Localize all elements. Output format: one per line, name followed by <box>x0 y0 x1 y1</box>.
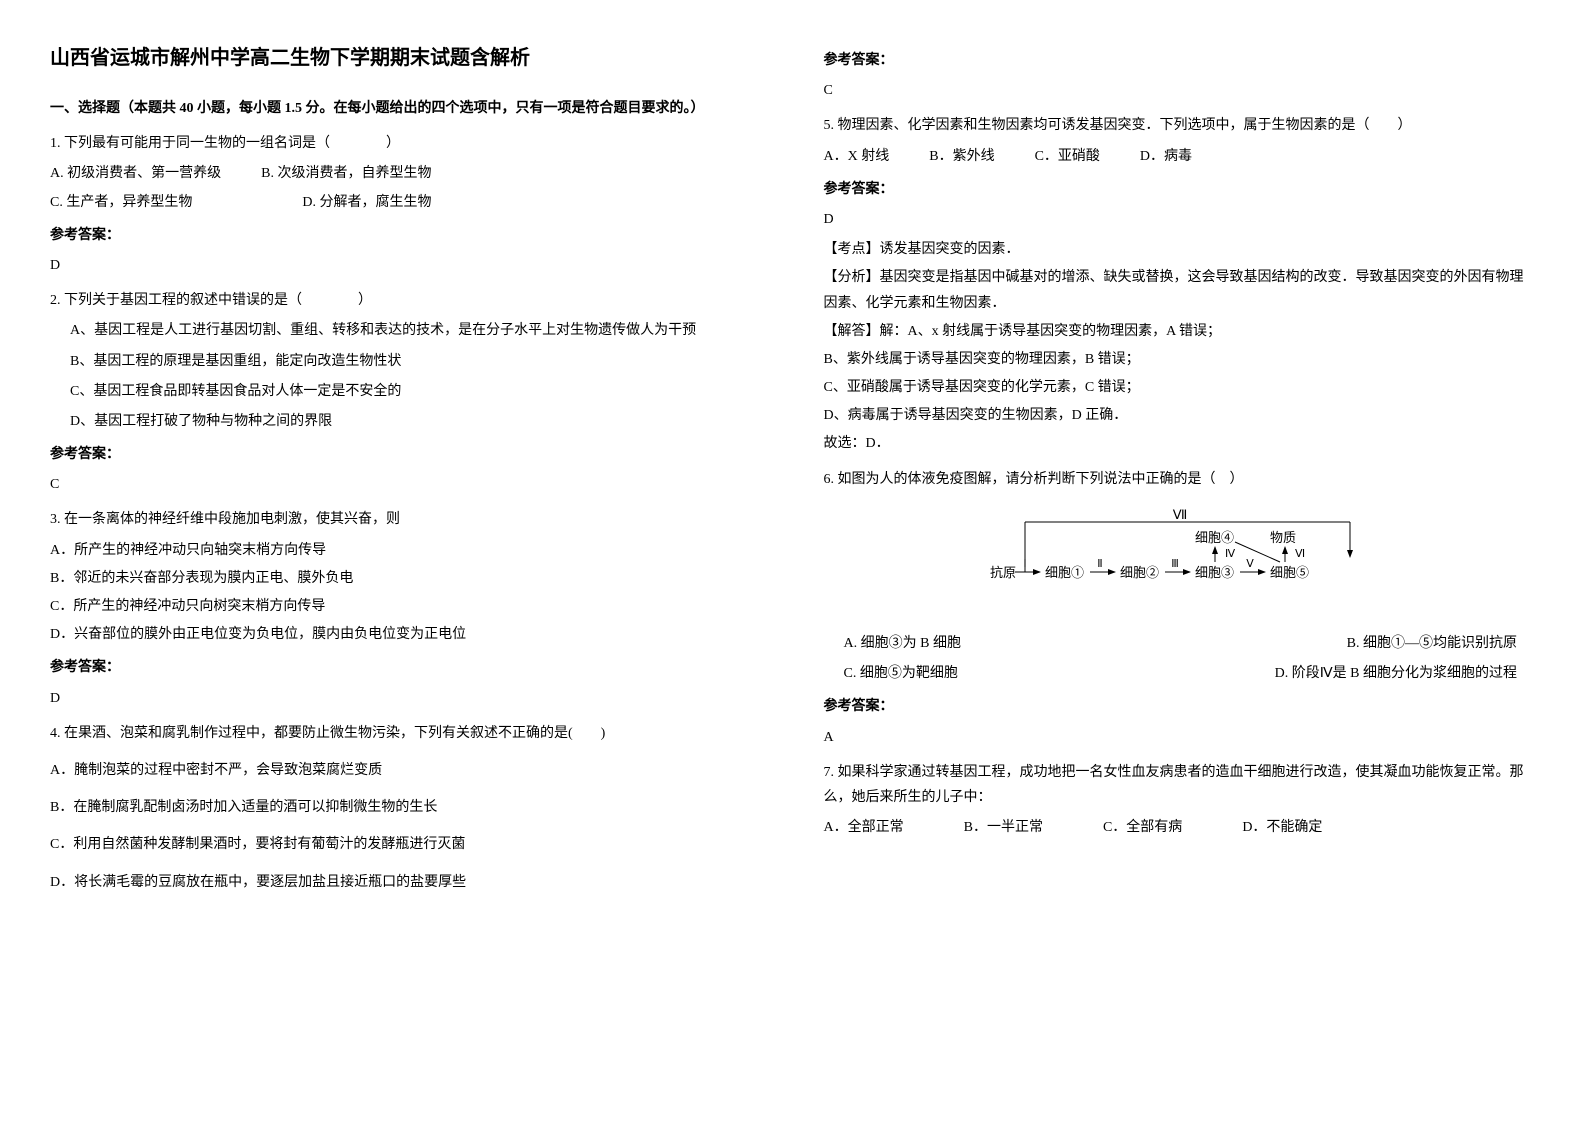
q6-optC: C. 细胞⑤为靶细胞 <box>844 661 958 686</box>
q7-optC: C．全部有病 <box>1103 815 1182 840</box>
q5-optD: D．病毒 <box>1140 144 1192 169</box>
left-column: 山西省运城市解州中学高二生物下学期期末试题含解析 一、选择题（本题共 40 小题… <box>50 40 764 907</box>
q4-optD: D．将长满毛霉的豆腐放在瓶中，要逐层加盐且接近瓶口的盐要厚些 <box>50 870 764 895</box>
q1-options-row1: A. 初级消费者、第一营养级 B. 次级消费者，自养型生物 <box>50 161 764 186</box>
stage7-label: Ⅶ <box>1173 507 1188 522</box>
q2-answer-label: 参考答案： <box>50 442 764 467</box>
q6-diagram: Ⅶ 抗原 Ⅰ 细胞① Ⅱ 细胞② Ⅲ 细胞③ Ⅴ 细胞⑤ <box>824 507 1538 616</box>
antigen-label: 抗原 <box>990 565 1016 580</box>
q2-optC: C、基因工程食品即转基因食品对人体一定是不安全的 <box>70 379 764 404</box>
q4-optC: C．利用自然菌种发酵制果酒时，要将封有葡萄汁的发酵瓶进行灭菌 <box>50 832 764 857</box>
q5-analysis2: 【分析】基因突变是指基因中碱基对的增添、缺失或替换，这会导致基因结构的改变．导致… <box>824 265 1538 315</box>
q3-optB: B．邻近的未兴奋部分表现为膜内正电、膜外负电 <box>50 566 764 591</box>
q4-text: 4. 在果酒、泡菜和腐乳制作过程中，都要防止微生物污染，下列有关叙述不正确的是(… <box>50 721 764 746</box>
q1-optB: B. 次级消费者，自养型生物 <box>261 161 431 186</box>
q5-analysis3: 【解答】解：A、x 射线属于诱导基因突变的物理因素，A 错误； <box>824 319 1538 344</box>
cell4-label: 细胞④ <box>1195 530 1234 545</box>
q4-optA: A．腌制泡菜的过程中密封不严，会导致泡菜腐烂变质 <box>50 758 764 783</box>
q5-optA: A．X 射线 <box>824 144 890 169</box>
cell1-label: 细胞① <box>1045 565 1084 580</box>
q3-optD: D．兴奋部位的膜外由正电位变为负电位，膜内由负电位变为正电位 <box>50 622 764 647</box>
stage2-label: Ⅱ <box>1098 558 1103 570</box>
page-title: 山西省运城市解州中学高二生物下学期期末试题含解析 <box>50 40 764 76</box>
q1-answer-label: 参考答案： <box>50 223 764 248</box>
q7-optA: A．全部正常 <box>824 815 904 840</box>
q7-text: 7. 如果科学家通过转基因工程，成功地把一名女性血友病患者的造血干细胞进行改造，… <box>824 760 1538 810</box>
stage1-label: Ⅰ <box>1024 558 1027 570</box>
q4-optB: B．在腌制腐乳配制卤汤时加入适量的酒可以抑制微生物的生长 <box>50 795 764 820</box>
q6-optD: D. 阶段Ⅳ是 B 细胞分化为浆细胞的过程 <box>1275 661 1517 686</box>
question-4: 4. 在果酒、泡菜和腐乳制作过程中，都要防止微生物污染，下列有关叙述不正确的是(… <box>50 721 764 895</box>
q6-optA: A. 细胞③为 B 细胞 <box>844 631 961 656</box>
q4-answer-label: 参考答案： <box>824 48 1538 73</box>
q5-answer-label: 参考答案： <box>824 177 1538 202</box>
q2-optA: A、基因工程是人工进行基因切割、重组、转移和表达的技术，是在分子水平上对生物遗传… <box>70 318 764 343</box>
q4-answer: C <box>824 78 1538 103</box>
q5-optC: C．亚硝酸 <box>1035 144 1100 169</box>
q5-options: A．X 射线 B．紫外线 C．亚硝酸 D．病毒 <box>824 144 1538 169</box>
q1-text: 1. 下列最有可能用于同一生物的一组名词是（ ） <box>50 131 764 156</box>
cell2-label: 细胞② <box>1120 565 1159 580</box>
q1-answer: D <box>50 253 764 278</box>
q5-analysis4: B、紫外线属于诱导基因突变的物理因素，B 错误； <box>824 347 1538 372</box>
q5-analysis1: 【考点】诱发基因突变的因素． <box>824 237 1538 262</box>
q7-options: A．全部正常 B．一半正常 C．全部有病 D．不能确定 <box>824 815 1538 840</box>
q3-text: 3. 在一条离体的神经纤维中段施加电刺激，使其兴奋，则 <box>50 507 764 532</box>
cell3-label: 细胞③ <box>1195 565 1234 580</box>
q1-optD: D. 分解者，腐生生物 <box>302 190 431 215</box>
q6-text: 6. 如图为人的体液免疫图解，请分析判断下列说法中正确的是（ ） <box>824 467 1538 492</box>
q3-optC: C．所产生的神经冲动只向树突末梢方向传导 <box>50 594 764 619</box>
q2-text: 2. 下列关于基因工程的叙述中错误的是（ ） <box>50 288 764 313</box>
stage6-label: Ⅵ <box>1295 548 1305 560</box>
immune-diagram-svg: Ⅶ 抗原 Ⅰ 细胞① Ⅱ 细胞② Ⅲ 细胞③ Ⅴ 细胞⑤ <box>970 507 1390 607</box>
question-3: 3. 在一条离体的神经纤维中段施加电刺激，使其兴奋，则 A．所产生的神经冲动只向… <box>50 507 764 710</box>
q1-options-row2: C. 生产者，异养型生物 D. 分解者，腐生生物 <box>50 190 764 215</box>
stage4-label: Ⅳ <box>1225 548 1236 560</box>
q5-text: 5. 物理因素、化学因素和生物因素均可诱发基因突变．下列选项中，属于生物因素的是… <box>824 113 1538 138</box>
q6-optB: B. 细胞①—⑤均能识别抗原 <box>1347 631 1517 656</box>
q5-analysis5: C、亚硝酸属于诱导基因突变的化学元素，C 错误； <box>824 375 1538 400</box>
q2-optB: B、基因工程的原理是基因重组，能定向改造生物性状 <box>70 349 764 374</box>
stage5-label: Ⅴ <box>1246 558 1254 570</box>
question-5: 5. 物理因素、化学因素和生物因素均可诱发基因突变．下列选项中，属于生物因素的是… <box>824 113 1538 456</box>
q3-answer: D <box>50 686 764 711</box>
question-7: 7. 如果科学家通过转基因工程，成功地把一名女性血友病患者的造血干细胞进行改造，… <box>824 760 1538 841</box>
q5-analysis7: 故选：D． <box>824 431 1538 456</box>
q1-optA: A. 初级消费者、第一营养级 <box>50 161 221 186</box>
q3-optA: A．所产生的神经冲动只向轴突末梢方向传导 <box>50 538 764 563</box>
q6-answer: A <box>824 725 1538 750</box>
section-header: 一、选择题（本题共 40 小题，每小题 1.5 分。在每小题给出的四个选项中，只… <box>50 96 764 121</box>
stage3-label: Ⅲ <box>1171 558 1179 570</box>
q5-optB: B．紫外线 <box>929 144 994 169</box>
question-6: 6. 如图为人的体液免疫图解，请分析判断下列说法中正确的是（ ） Ⅶ 抗原 Ⅰ <box>824 467 1538 750</box>
q5-analysis6: D、病毒属于诱导基因突变的生物因素，D 正确． <box>824 403 1538 428</box>
question-2: 2. 下列关于基因工程的叙述中错误的是（ ） A、基因工程是人工进行基因切割、重… <box>50 288 764 497</box>
q2-answer: C <box>50 472 764 497</box>
q3-answer-label: 参考答案： <box>50 655 764 680</box>
question-1: 1. 下列最有可能用于同一生物的一组名词是（ ） A. 初级消费者、第一营养级 … <box>50 131 764 278</box>
q6-answer-label: 参考答案： <box>824 694 1538 719</box>
right-column: 参考答案： C 5. 物理因素、化学因素和生物因素均可诱发基因突变．下列选项中，… <box>824 40 1538 907</box>
q5-answer: D <box>824 207 1538 232</box>
cell5-label: 细胞⑤ <box>1270 565 1309 580</box>
q2-optD: D、基因工程打破了物种与物种之间的界限 <box>70 409 764 434</box>
q7-optB: B．一半正常 <box>964 815 1043 840</box>
q1-optC: C. 生产者，异养型生物 <box>50 190 192 215</box>
substance-label: 物质 <box>1270 530 1296 545</box>
q7-optD: D．不能确定 <box>1242 815 1322 840</box>
